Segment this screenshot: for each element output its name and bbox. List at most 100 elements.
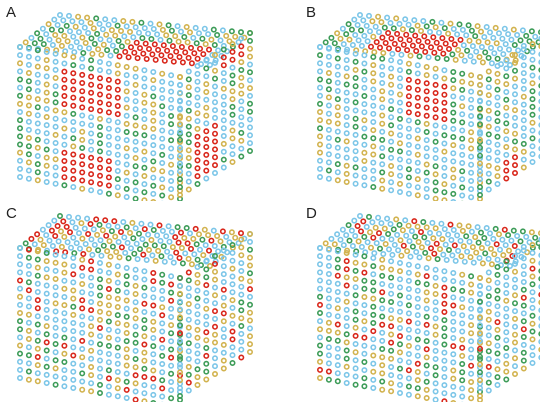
atom: [97, 223, 101, 227]
atom: [345, 115, 349, 119]
atom: [98, 318, 102, 322]
atom: [151, 271, 155, 275]
atom: [353, 52, 357, 56]
atom: [169, 347, 173, 351]
atom: [18, 118, 22, 122]
atom: [128, 30, 132, 34]
atom: [169, 307, 173, 311]
atom: [530, 337, 534, 341]
atom: [469, 114, 473, 118]
atom: [133, 67, 137, 71]
atom: [80, 379, 84, 383]
atom: [495, 41, 499, 45]
atom: [197, 232, 201, 236]
atom: [142, 125, 146, 129]
atom: [89, 156, 93, 160]
atom: [204, 259, 208, 263]
atom: [174, 250, 178, 254]
atom: [52, 218, 56, 222]
atom: [125, 323, 129, 327]
atom: [221, 229, 225, 233]
atom: [162, 43, 166, 47]
atom: [495, 359, 499, 363]
atom: [433, 316, 437, 320]
atom: [345, 155, 349, 159]
atom: [168, 255, 172, 259]
atom: [395, 233, 399, 237]
atom: [336, 347, 340, 351]
atom: [456, 249, 460, 253]
atom: [164, 234, 168, 238]
atom: [45, 300, 49, 304]
atom: [222, 343, 226, 347]
atom: [318, 360, 322, 364]
atom: [433, 276, 437, 280]
atom: [125, 179, 129, 183]
atom: [181, 60, 185, 64]
atom: [513, 285, 517, 289]
atom: [62, 384, 66, 388]
atom: [89, 308, 93, 312]
atom: [495, 258, 499, 262]
atom: [487, 187, 491, 191]
atom: [380, 97, 384, 101]
atom: [482, 35, 486, 39]
atom: [495, 127, 499, 131]
atom: [451, 352, 455, 356]
atom: [36, 339, 40, 343]
atom: [45, 123, 49, 127]
atom: [158, 38, 162, 42]
atom: [160, 305, 164, 309]
atom: [530, 89, 534, 93]
atom: [62, 270, 66, 274]
atom: [385, 216, 389, 220]
atom: [327, 120, 331, 124]
atom: [327, 71, 331, 75]
atom: [151, 385, 155, 389]
atom: [460, 313, 464, 317]
atom: [327, 248, 331, 252]
atom: [53, 301, 57, 305]
atom: [142, 359, 146, 363]
atom: [478, 193, 482, 197]
atom: [98, 285, 102, 289]
atom: [36, 129, 40, 133]
atom: [416, 272, 420, 276]
atom: [451, 135, 455, 139]
atom: [222, 264, 226, 268]
atom: [451, 311, 455, 315]
atom: [371, 288, 375, 292]
atom: [230, 353, 234, 357]
atom: [487, 388, 491, 392]
atom: [469, 98, 473, 102]
atom: [142, 158, 146, 162]
atom: [522, 118, 526, 122]
atom: [398, 310, 402, 314]
atom: [160, 120, 164, 124]
atom: [327, 79, 331, 83]
atom: [362, 376, 366, 380]
atom: [230, 97, 234, 101]
atom: [478, 169, 482, 173]
atom: [327, 256, 331, 260]
atom: [344, 233, 348, 237]
atom: [45, 356, 49, 360]
atom: [435, 257, 439, 261]
atom: [116, 177, 120, 181]
atom: [318, 118, 322, 122]
atom: [399, 254, 403, 258]
atom: [522, 71, 526, 75]
panel-label-d: D: [306, 205, 317, 222]
atom: [195, 72, 199, 76]
atom: [230, 121, 234, 125]
atom: [45, 291, 49, 295]
atom: [89, 275, 93, 279]
atom: [98, 190, 102, 194]
atom: [318, 295, 322, 299]
atom: [125, 81, 129, 85]
atom: [380, 339, 384, 343]
atom: [222, 110, 226, 114]
atom: [407, 167, 411, 171]
atom: [504, 259, 508, 263]
atom: [487, 164, 491, 168]
